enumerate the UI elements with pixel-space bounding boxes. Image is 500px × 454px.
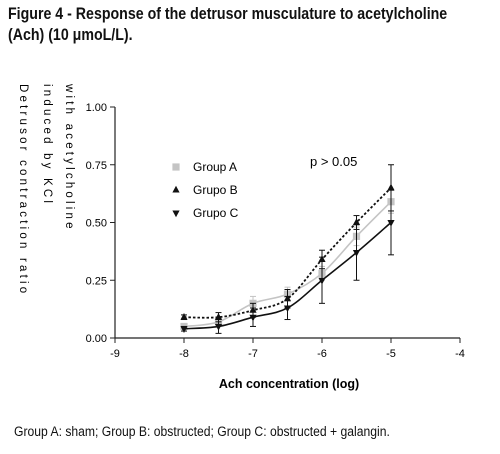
p-value-annotation: p > 0.05 bbox=[310, 154, 357, 169]
y-tick-label: 0.75 bbox=[86, 160, 107, 172]
legend-marker bbox=[172, 210, 180, 218]
y-axis-label-line: induced by KCl bbox=[41, 84, 53, 206]
x-axis-label: Ach concentration (log) bbox=[219, 377, 359, 391]
figure-title-line-2: (Ach) (10 μmoL/L). bbox=[8, 26, 133, 44]
data-point bbox=[180, 326, 188, 333]
y-tick-label: 0.50 bbox=[86, 218, 107, 230]
data-point bbox=[352, 250, 361, 257]
data-point bbox=[249, 314, 257, 322]
legend-label: Group A bbox=[193, 160, 237, 174]
data-point bbox=[387, 183, 395, 191]
x-tick-label: -6 bbox=[317, 348, 327, 360]
series-grupo-c bbox=[180, 189, 395, 334]
data-point bbox=[352, 218, 361, 226]
data-point bbox=[214, 313, 223, 320]
x-tick-label: -8 bbox=[179, 348, 189, 360]
y-tick-label: 0.25 bbox=[86, 275, 107, 287]
y-axis-label: Detrusor contraction ratio induced by KCl… bbox=[17, 83, 75, 296]
data-point bbox=[283, 305, 292, 313]
x-tick-label: -4 bbox=[455, 348, 465, 360]
series-layer bbox=[180, 164, 395, 334]
y-tick-label: 0.00 bbox=[86, 333, 107, 345]
legend-label: Grupo B bbox=[193, 183, 238, 197]
axes: -9 -8 -7 -6 -5 -4 0.00 0.25 0.50 0.75 1.00 bbox=[86, 102, 465, 360]
legend-marker bbox=[172, 185, 180, 193]
figure-caption: Group A: sham; Group B: obstructed; Grou… bbox=[14, 424, 390, 439]
data-point bbox=[387, 219, 395, 227]
data-point bbox=[214, 323, 223, 331]
dose-response-chart: Detrusor contraction ratio induced by KCl… bbox=[17, 83, 465, 391]
figure-title-line-1: Figure 4 - Response of the detrusor musc… bbox=[8, 5, 448, 23]
x-tick-label: -7 bbox=[248, 348, 258, 360]
legend: Group A Grupo B Grupo C bbox=[172, 160, 239, 220]
x-tick-label: -5 bbox=[386, 348, 396, 360]
legend-label: Grupo C bbox=[193, 206, 239, 220]
y-axis-label-line: with acetylcholine bbox=[63, 83, 75, 232]
y-tick-label: 1.00 bbox=[86, 102, 107, 114]
data-point bbox=[318, 277, 326, 285]
data-point bbox=[180, 313, 188, 320]
figure-title: Figure 4 - Response of the detrusor musc… bbox=[8, 4, 447, 46]
x-tick-label: -9 bbox=[110, 348, 120, 360]
legend-marker bbox=[172, 163, 180, 171]
y-axis-label-line: Detrusor contraction ratio bbox=[17, 84, 29, 296]
